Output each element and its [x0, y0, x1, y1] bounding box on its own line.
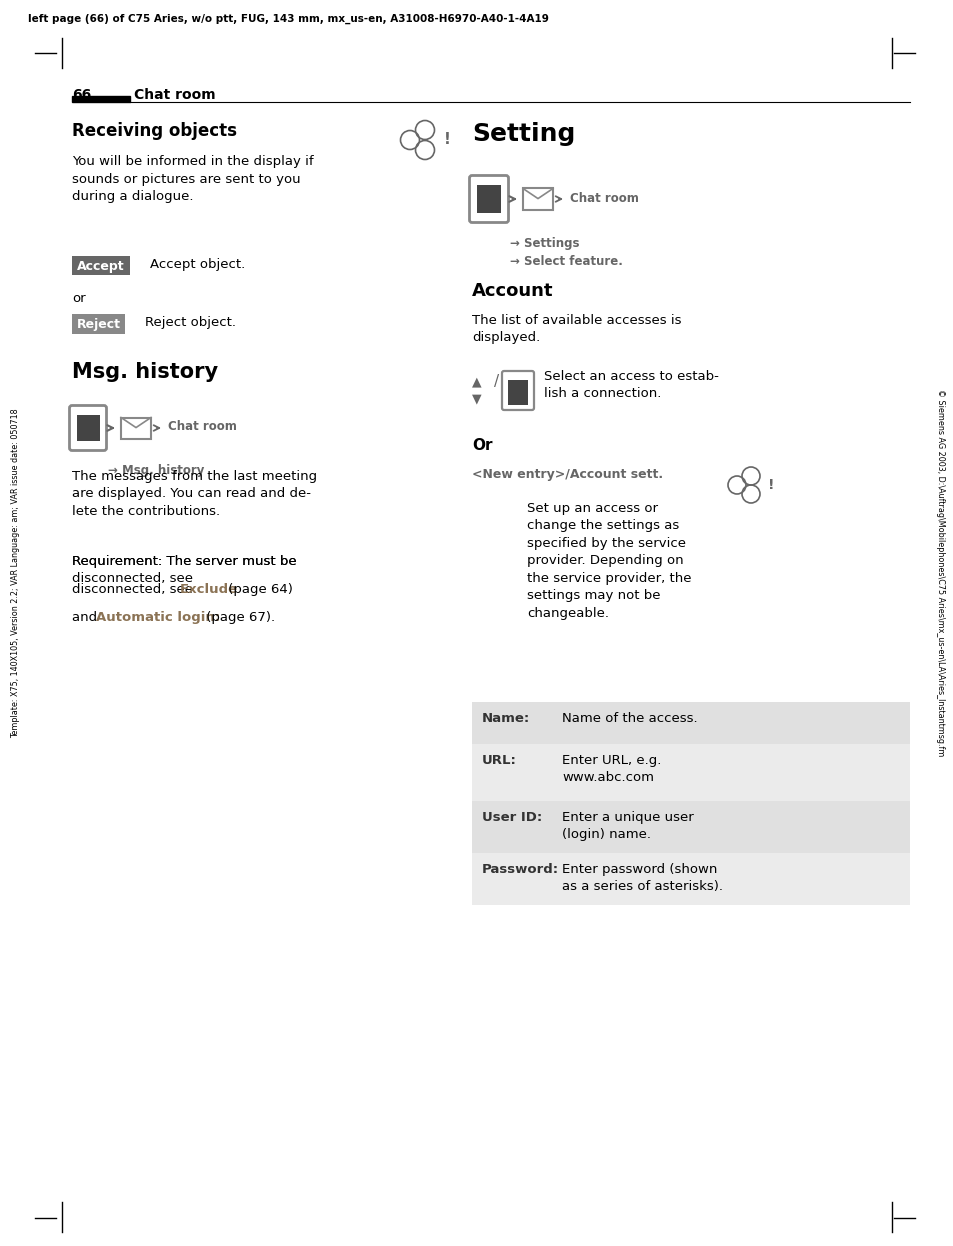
Text: Accept: Accept	[77, 260, 125, 273]
Text: !: !	[767, 478, 774, 492]
Bar	[522, 188, 553, 209]
Text: <New entry>/Account sett.: <New entry>/Account sett.	[472, 468, 662, 481]
Text: Enter URL, e.g.
www.abc.com: Enter URL, e.g. www.abc.com	[561, 754, 660, 784]
Text: (page 67).: (page 67).	[202, 611, 274, 624]
Text: Set up an access or
change the settings as
specified by the service
provider. De: Set up an access or change the settings …	[526, 502, 691, 621]
Text: and: and	[71, 611, 101, 624]
FancyBboxPatch shape	[70, 405, 107, 451]
Text: → Select feature.: → Select feature.	[510, 255, 622, 268]
FancyBboxPatch shape	[501, 371, 534, 410]
Text: Accept object.: Accept object.	[150, 258, 245, 270]
FancyBboxPatch shape	[469, 176, 508, 223]
Text: Or: Or	[472, 439, 492, 454]
Text: (page 64): (page 64)	[224, 583, 293, 596]
Text: left page (66) of C75 Aries, w/o ptt, FUG, 143 mm, mx_us-en, A31008-H6970-A40-1-: left page (66) of C75 Aries, w/o ptt, FU…	[28, 14, 548, 24]
Text: User ID:: User ID:	[481, 811, 541, 824]
Text: /: /	[494, 374, 498, 389]
Bar	[121, 417, 151, 439]
Text: The list of available accesses is
displayed.: The list of available accesses is displa…	[472, 314, 680, 344]
Text: Requirement: The server must be: Requirement: The server must be	[71, 554, 296, 568]
Text: © Siemens AG 2003, D:\Auftrag\Mobilephones\C75 Aries\mx_us-en\LA\Aries_Instantms: © Siemens AG 2003, D:\Auftrag\Mobilephon…	[935, 389, 943, 756]
Text: 66: 66	[71, 88, 91, 102]
Text: Enter password (shown
as a series of asterisks).: Enter password (shown as a series of ast…	[561, 863, 722, 893]
Text: Reject: Reject	[76, 318, 120, 331]
Text: URL:: URL:	[481, 754, 517, 768]
Text: Template: X75, 140X105, Version 2.2; VAR Language: am; VAR issue date: 050718: Template: X75, 140X105, Version 2.2; VAR…	[11, 409, 20, 738]
Bar	[76, 415, 99, 441]
Text: Setting: Setting	[472, 122, 575, 146]
Text: Reject object.: Reject object.	[145, 316, 235, 329]
Text: Account: Account	[472, 282, 553, 300]
Bar	[507, 380, 527, 405]
Text: Select an access to estab-
lish a connection.: Select an access to estab- lish a connec…	[543, 370, 719, 400]
Text: → Settings: → Settings	[510, 237, 578, 250]
Bar	[472, 701, 909, 744]
Bar	[472, 854, 909, 905]
Text: Requirement: The server must be
disconnected, see: Requirement: The server must be disconne…	[71, 554, 296, 586]
Text: Enter a unique user
(login) name.: Enter a unique user (login) name.	[561, 811, 693, 841]
Text: The messages from the last meeting
are displayed. You can read and de-
lete the : The messages from the last meeting are d…	[71, 470, 316, 518]
Bar	[472, 744, 909, 801]
Bar	[476, 184, 500, 213]
Bar	[71, 314, 125, 334]
Text: → Msg. history: → Msg. history	[108, 464, 204, 477]
Text: !: !	[443, 132, 451, 147]
Text: Chat room: Chat room	[168, 420, 236, 434]
Text: or: or	[71, 292, 86, 305]
Bar	[71, 96, 130, 102]
Bar	[472, 801, 909, 854]
Text: Automatic login:: Automatic login:	[96, 611, 220, 624]
Text: Password:: Password:	[481, 863, 558, 876]
Text: Msg. history: Msg. history	[71, 363, 218, 383]
Text: disconnected, see: disconnected, see	[71, 583, 197, 596]
Text: ▲: ▲	[472, 375, 481, 388]
Text: Chat room: Chat room	[569, 192, 639, 204]
Text: Name of the access.: Name of the access.	[561, 711, 697, 725]
Text: You will be informed in the display if
sounds or pictures are sent to you
during: You will be informed in the display if s…	[71, 155, 314, 203]
Text: Exclude: Exclude	[180, 583, 238, 596]
Bar	[71, 255, 130, 275]
Text: Name:: Name:	[481, 711, 530, 725]
Text: Chat room: Chat room	[133, 88, 215, 102]
Text: Receiving objects: Receiving objects	[71, 122, 236, 140]
Text: ▼: ▼	[472, 392, 481, 405]
